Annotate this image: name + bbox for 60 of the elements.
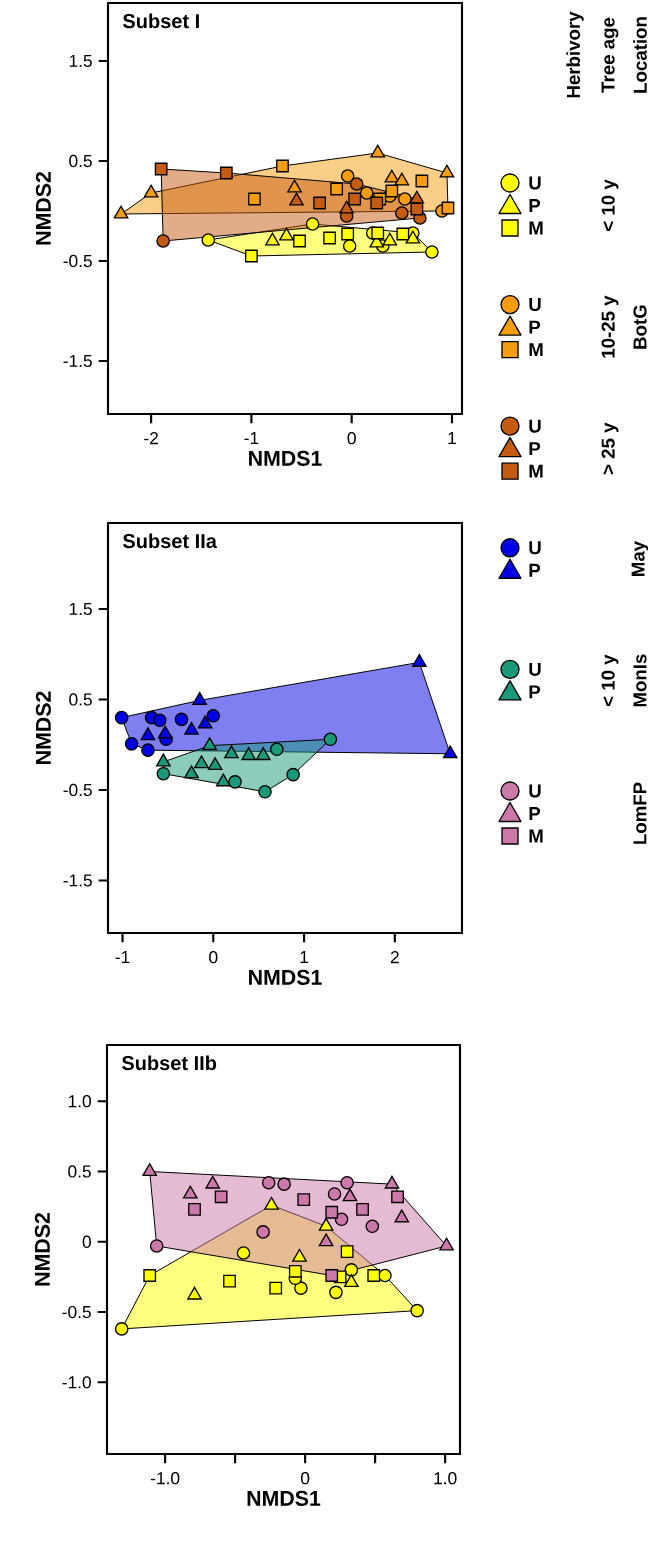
legend-label: P: [529, 807, 540, 820]
text: Herbivory: [566, 11, 584, 98]
x-tick-label: 0: [208, 951, 218, 964]
chart-title: Subset IIb: [121, 1055, 216, 1071]
y-tick-label: 0: [82, 1235, 91, 1248]
x-tick-label: 1: [300, 951, 308, 963]
text: May: [631, 540, 648, 576]
y-tick-label: 1.0: [68, 1095, 91, 1108]
legend-label: M: [529, 464, 543, 478]
x-axis-title: NMDS1: [248, 450, 322, 466]
chart-title: Subset IIa: [122, 533, 217, 549]
y-tick-label: 0.5: [68, 1165, 91, 1178]
legend-label: U: [529, 419, 541, 433]
x-tick-label: -1.0: [150, 1472, 180, 1485]
x-tick-label: 0: [347, 432, 356, 445]
y-tick-label: 0.5: [69, 154, 92, 168]
legend-label: U: [529, 298, 541, 312]
legend-label: U: [529, 784, 541, 798]
y-tick-label: -0.5: [62, 1305, 91, 1319]
chart-title: Subset I: [122, 13, 199, 29]
x-tick-label: 1: [448, 432, 456, 444]
x-tick-label: 1.0: [434, 1472, 457, 1485]
text: Location: [632, 17, 647, 93]
text: < 10 y: [601, 654, 619, 707]
text: Tree age: [601, 17, 619, 93]
legend-label: M: [529, 829, 543, 843]
legend-label: U: [529, 541, 541, 555]
x-tick-label: 2: [390, 951, 399, 964]
y-tick-label: 1.5: [69, 54, 92, 68]
x-tick-label: -1: [244, 432, 259, 444]
legend-label: M: [529, 221, 543, 235]
y-tick-label: -1.5: [63, 874, 92, 887]
legend-label: P: [529, 320, 540, 334]
legend-label: P: [529, 442, 540, 456]
text: LomFP: [633, 782, 647, 844]
text: > 25 y: [601, 422, 619, 475]
x-tick-label: 0: [300, 1472, 310, 1485]
text: 10-25 y: [601, 295, 619, 358]
legend-label: P: [529, 685, 540, 699]
x-tick-label: -2: [144, 432, 158, 445]
legend-label: P: [529, 563, 540, 577]
legend-label: M: [529, 343, 543, 357]
text: BotG: [633, 305, 647, 349]
y-tick-label: -0.5: [63, 254, 92, 268]
y-tick-label: 1.5: [69, 602, 92, 616]
legend-label: P: [529, 199, 540, 212]
legend-label: U: [529, 662, 541, 676]
y-tick-label: -1.5: [63, 354, 92, 368]
text: < 10 y: [601, 179, 619, 231]
x-axis-title: NMDS1: [248, 969, 322, 985]
x-tick-label: -1: [115, 951, 130, 963]
x-axis-title: NMDS1: [247, 1490, 321, 1506]
y-axis-title: NMDS2: [34, 1213, 50, 1286]
y-tick-label: 0.5: [69, 693, 92, 706]
y-axis-title: NMDS2: [35, 172, 51, 245]
y-tick-label: -1.0: [62, 1376, 91, 1389]
y-tick-label: -0.5: [63, 783, 92, 797]
y-axis-title: NMDS2: [35, 691, 51, 764]
legend-label: U: [529, 176, 541, 190]
text: MonIs: [633, 654, 647, 707]
